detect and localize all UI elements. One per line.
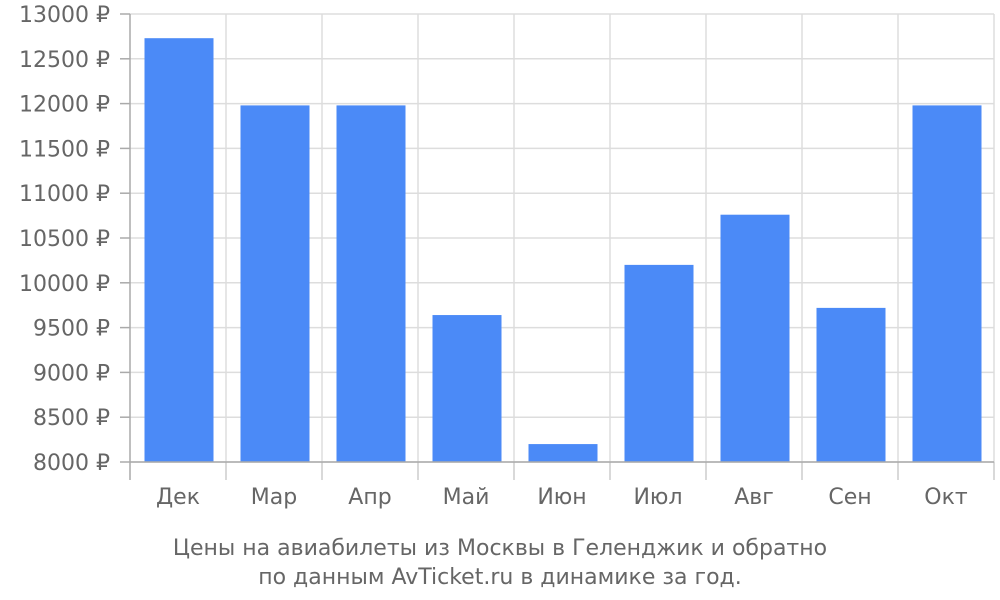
y-tick-label: 12000 ₽ — [19, 93, 110, 118]
bar-4 — [432, 315, 502, 462]
y-tick-label: 10500 ₽ — [19, 227, 110, 252]
bar-8 — [816, 307, 886, 462]
bar-9 — [912, 105, 982, 462]
chart-caption-line-2: по данным AvTicket.ru в динамике за год. — [258, 565, 742, 590]
x-tick-label: Сен — [828, 485, 871, 510]
y-tick-label: 13000 ₽ — [19, 3, 110, 28]
y-axis-tick-labels: 8000 ₽ 8500 ₽ 9000 ₽ 9500 ₽ 10000 ₽ 10500 ₽ 11… — [19, 3, 110, 476]
x-axis-tick-labels: Дек Мар Апр Май Июн Июл Авг Сен Окт — [156, 485, 968, 510]
y-tick-label: 8000 ₽ — [33, 451, 110, 476]
bar-1 — [144, 38, 214, 462]
y-tick-label: 12500 ₽ — [19, 48, 110, 73]
x-tick-label: Дек — [156, 485, 200, 510]
y-tick-label: 8500 ₽ — [33, 406, 110, 431]
y-tick-label: 9000 ₽ — [33, 361, 110, 386]
x-tick-label: Май — [443, 485, 490, 510]
bar-5 — [528, 444, 598, 462]
axes — [120, 13, 995, 480]
chart-caption-line-1: Цены на авиабилеты из Москвы в Геленджик… — [173, 536, 827, 561]
x-tick-label: Апр — [348, 485, 391, 510]
y-tick-label: 9500 ₽ — [33, 317, 110, 342]
x-tick-label: Окт — [924, 485, 968, 510]
x-tick-label: Июн — [537, 485, 586, 510]
y-tick-label: 11500 ₽ — [19, 137, 110, 162]
y-tick-label: 10000 ₽ — [19, 272, 110, 297]
x-tick-label: Июл — [633, 485, 682, 510]
bar-3 — [336, 105, 406, 462]
bars-group — [144, 38, 982, 462]
x-tick-label: Авг — [734, 485, 774, 510]
bar-2 — [240, 105, 310, 462]
y-tick-label: 11000 ₽ — [19, 182, 110, 207]
x-tick-label: Мар — [251, 485, 297, 510]
bar-6 — [624, 264, 694, 462]
bar-7 — [720, 214, 790, 462]
